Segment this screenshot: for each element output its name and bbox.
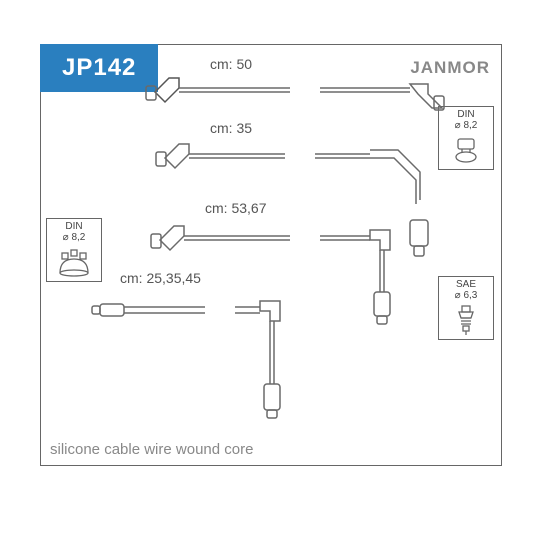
cable-1 bbox=[146, 78, 444, 110]
cable-2 bbox=[156, 144, 428, 256]
cable-3 bbox=[151, 226, 390, 324]
cable-set-illustration bbox=[40, 44, 500, 464]
diagram-canvas: JP142 JANMOR silicone cable wire wound c… bbox=[0, 0, 540, 540]
cable-4 bbox=[92, 301, 280, 418]
